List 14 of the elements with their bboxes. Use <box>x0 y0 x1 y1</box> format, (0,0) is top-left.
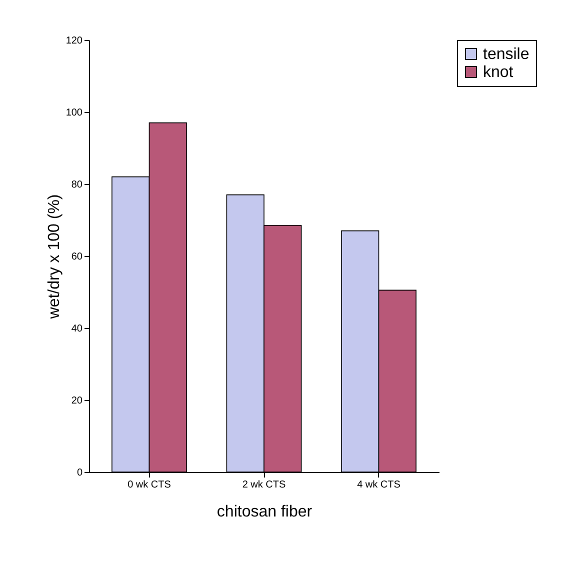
x-tick-label: 4 wk CTS <box>357 480 401 490</box>
y-tick-label: 60 <box>71 252 83 262</box>
x-tick-label: 0 wk CTS <box>128 480 172 490</box>
x-tick-label: 2 wk CTS <box>242 480 286 490</box>
x-axis-title: chitosan fiber <box>216 504 313 520</box>
y-tick-label: 100 <box>66 108 83 118</box>
legend-label: tensile <box>483 46 530 63</box>
y-axis-title: wet/dry x 100 (%) <box>46 194 63 320</box>
y-tick-label: 40 <box>71 324 83 334</box>
y-tick-label: 80 <box>71 180 83 190</box>
y-tick-label: 0 <box>76 468 83 478</box>
y-tick-label: 120 <box>66 36 83 46</box>
legend-label: knot <box>483 64 514 81</box>
y-tick-label: 20 <box>71 396 83 406</box>
